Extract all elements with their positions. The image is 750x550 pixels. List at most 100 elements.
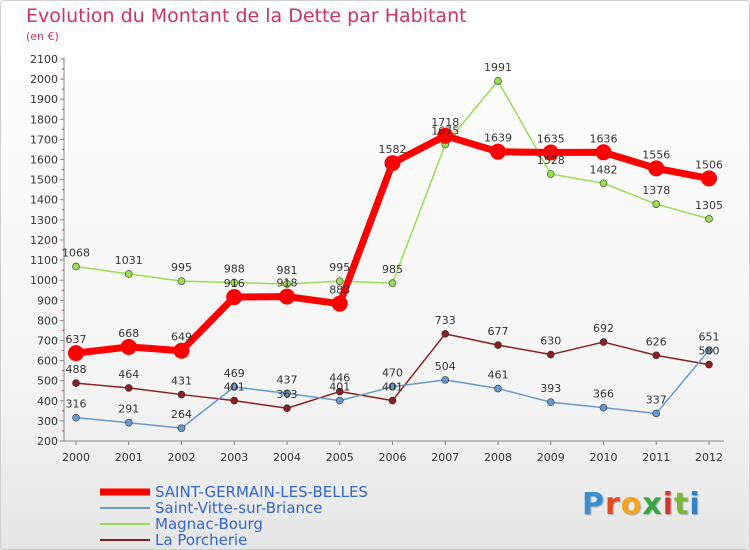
data-label: 401 [224,381,245,394]
data-label: 1031 [115,254,143,267]
data-point [335,387,344,396]
data-point [120,338,137,355]
data-point [599,338,608,346]
y-tick-label: 2000 [30,73,58,86]
y-tick-label: 1200 [30,234,58,247]
data-label: 264 [171,408,192,421]
y-tick-label: 1800 [30,113,58,126]
data-label: 461 [488,369,509,382]
data-label: 637 [66,333,87,346]
data-label: 1636 [590,132,618,145]
data-point [283,404,291,413]
data-label: 337 [646,393,667,406]
data-point [124,270,133,278]
x-tick-label: 2008 [484,451,512,464]
x-tick-label: 2007 [431,451,459,464]
data-label: 488 [66,363,87,376]
data-point [599,179,608,188]
data-label: 1991 [484,61,512,74]
data-point [546,170,555,178]
data-label: 692 [593,322,614,335]
logo-letter: P [582,487,605,522]
data-label: 431 [171,375,192,388]
data-label: 995 [329,261,350,274]
data-point [230,383,239,391]
x-tick-label: 2002 [168,451,196,464]
y-tick-label: 600 [37,355,58,368]
data-label: 363 [277,388,298,401]
data-label: 401 [329,381,350,394]
y-tick-label: 1400 [30,194,58,207]
data-label: 668 [118,327,139,340]
y-tick-label: 1900 [30,93,58,106]
y-tick-label: 900 [37,294,58,307]
data-label: 1639 [484,132,512,145]
data-label: 1718 [431,116,459,129]
data-point [542,144,559,161]
data-label: 916 [224,277,245,290]
data-point [331,295,348,312]
data-point [652,409,661,418]
data-point [124,418,133,427]
y-tick-label: 1600 [30,154,58,167]
y-tick-label: 300 [37,415,58,428]
x-tick-label: 2010 [590,451,618,464]
data-point [177,390,186,399]
proxiti-logo: Proxiti [582,487,701,522]
data-label: 1482 [590,163,618,176]
data-label: 437 [277,373,298,386]
data-label: 1528 [537,154,565,167]
legend-swatch [100,539,150,541]
y-tick-label: 400 [37,395,58,408]
legend-swatch [100,523,150,525]
data-point [177,277,186,285]
data-point [173,342,190,359]
data-point [546,350,555,359]
data-label: 1675 [431,124,459,137]
y-tick-label: 200 [37,435,58,448]
data-point [283,280,291,288]
data-label: 580 [699,345,720,358]
data-point [72,379,80,387]
data-label: 626 [646,335,667,348]
data-point [546,398,555,406]
data-label: 366 [593,388,614,401]
data-point [335,277,344,285]
data-point [705,346,713,355]
logo-letter: i [689,487,701,522]
data-label: 1378 [642,184,670,197]
y-tick-label: 1100 [30,254,58,267]
data-point [279,288,295,305]
legend-label: La Porcherie [155,531,248,549]
data-point [72,262,80,271]
data-point [230,278,239,287]
data-point [701,170,717,187]
data-point [494,341,502,349]
data-label: 504 [435,360,456,373]
data-point [388,382,397,391]
x-tick-label: 2009 [537,451,565,464]
data-label: 733 [435,314,456,327]
data-point [599,403,608,412]
data-point [441,376,450,384]
data-point [388,396,397,405]
data-label: 630 [540,335,561,348]
data-label: 393 [540,382,561,395]
x-tick-label: 2011 [642,451,670,464]
chart-title: Evolution du Montant de la Dette par Hab… [26,5,467,27]
y-tick-label: 1500 [30,174,58,187]
data-label: 677 [488,325,509,338]
data-label: 1506 [695,158,723,171]
logo-letter: o [620,487,643,522]
data-point [494,384,502,393]
y-tick-label: 700 [37,334,58,347]
data-point [705,360,713,369]
logo-letter: r [605,487,621,522]
series-line [75,80,710,285]
data-point [388,279,397,287]
x-tick-label: 2005 [326,451,354,464]
legend-label: SAINT-GERMAIN-LES-BELLES [155,483,368,501]
data-point [124,384,133,392]
data-point [648,160,665,177]
